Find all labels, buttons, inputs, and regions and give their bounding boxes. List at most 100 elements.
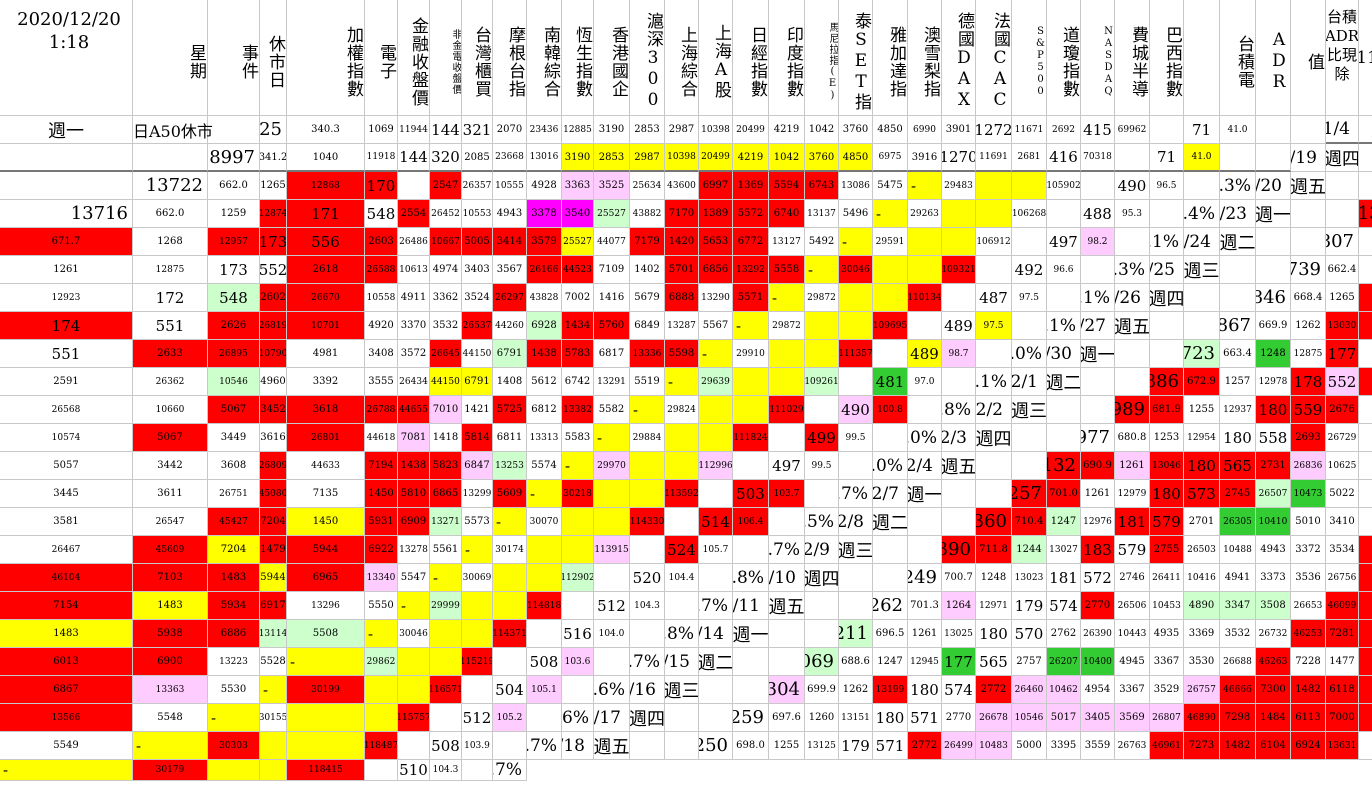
cell-value[interactable] [1081, 256, 1115, 284]
cell-taiex[interactable]: 14069 [805, 648, 839, 676]
cell-non-fin-elec[interactable]: 12945 [908, 648, 942, 676]
cell-tsmc[interactable]: 489 [942, 312, 976, 340]
cell-manila[interactable]: 7170 [665, 200, 699, 228]
cell-nikkei[interactable]: 26757 [1184, 676, 1220, 704]
cell-dow[interactable]: 30218 [562, 480, 594, 508]
cell-non-fin-elec[interactable]: 13046 [1150, 452, 1184, 480]
cell-otc[interactable]: 172 [133, 284, 208, 312]
cell-india[interactable]: 45609 [133, 536, 208, 564]
cell-kospi[interactable]: 2755 [1150, 536, 1184, 564]
cell-hsi[interactable]: 26895 [208, 340, 260, 368]
cell-non-fin-elec[interactable]: 12971 [976, 592, 1012, 620]
cell-manila[interactable]: 7300 [1256, 676, 1291, 704]
cell-otc[interactable]: 179 [1012, 592, 1047, 620]
cell-hsi[interactable]: 26486 [398, 228, 430, 256]
cell-dow[interactable]: 30046 [398, 620, 430, 648]
row-weekday[interactable]: 週四 [976, 424, 1012, 452]
cell-shanghai-a[interactable]: 3569 [1115, 704, 1150, 732]
cell-adr[interactable]: 104.3 [630, 592, 665, 620]
cell-taiex[interactable]: 14360 [976, 508, 1012, 536]
cell-adr[interactable]: 96.5 [1150, 172, 1184, 200]
header-tsmc-adr-ratio[interactable]: 台積ADR比現除 [1326, 0, 1359, 116]
cell-kospi[interactable]: 2693 [1291, 424, 1326, 452]
cell-sox[interactable]: 415 [1081, 116, 1115, 144]
cell-brazil[interactable]: 109321 [942, 256, 976, 284]
cell-empty[interactable] [430, 704, 462, 732]
cell-otc[interactable]: 173 [260, 228, 287, 256]
cell-thai-set[interactable]: 1450 [287, 508, 365, 536]
cell-taiex[interactable]: 13867 [1220, 312, 1256, 340]
row-date[interactable]: 2020/12/14 [699, 620, 733, 648]
cell-electronics[interactable]: 697.6 [769, 704, 805, 732]
cell-hscei[interactable]: 10701 [287, 312, 365, 340]
cell-msci-tw[interactable]: 552 [1326, 368, 1359, 396]
cell-taiex[interactable]: 13846 [1256, 284, 1291, 312]
cell-india[interactable]: 45427 [208, 508, 260, 536]
row-holiday[interactable] [1291, 228, 1326, 256]
cell-taiex[interactable]: 8997 [208, 144, 260, 172]
row-weekday[interactable]: 週二 [1047, 368, 1081, 396]
cell-brazil[interactable]: 113915 [594, 536, 630, 564]
cell-dax[interactable]: 13271 [430, 508, 462, 536]
cell-electronics[interactable]: 668.4 [1291, 284, 1326, 312]
cell-electronics[interactable]: 688.6 [839, 648, 873, 676]
cell-empty[interactable] [805, 396, 839, 424]
cell-electronics[interactable]: 710.4 [1012, 508, 1047, 536]
cell-dow[interactable]: 30155 [260, 704, 287, 732]
row-event[interactable] [976, 452, 1012, 480]
cell-cac[interactable]: 5571 [733, 284, 769, 312]
row-date[interactable]: 2020/12/2 [976, 396, 1012, 424]
cell-brazil[interactable]: 69962 [1115, 116, 1150, 144]
cell-otc[interactable]: 183 [1081, 536, 1115, 564]
cell-hsi[interactable]: 26499 [942, 732, 976, 760]
cell-adr[interactable]: 103.9 [462, 732, 493, 760]
cell-otc[interactable]: 177 [942, 648, 976, 676]
cell-kospi[interactable]: 2757 [1012, 648, 1047, 676]
cell-finance[interactable]: 1260 [805, 704, 839, 732]
cell-dow[interactable]: 29862 [365, 648, 398, 676]
cell-hsi[interactable]: 26819 [260, 312, 287, 340]
header-manila[interactable]: 馬尼拉指(E) [805, 0, 839, 116]
cell-india[interactable]: 20499 [699, 144, 733, 172]
cell-sp500[interactable]: - [260, 676, 287, 704]
cell-dax[interactable]: 13223 [208, 648, 260, 676]
cell-dow[interactable]: 29970 [594, 452, 630, 480]
cell-nasdaq[interactable] [769, 340, 805, 368]
cell-dow[interactable]: 29263 [908, 200, 942, 228]
cell-jakarta[interactable]: 5701 [665, 256, 699, 284]
cell-asx[interactable]: 6772 [733, 228, 769, 256]
cell-jakarta[interactable]: 5783 [562, 340, 594, 368]
cell-thai-set[interactable]: 1389 [699, 200, 733, 228]
cell-finance[interactable]: 1255 [769, 732, 805, 760]
cell-jakarta[interactable]: 5725 [493, 396, 527, 424]
cell-dax[interactable]: 13114 [260, 620, 287, 648]
cell-otc[interactable]: 144 [430, 116, 462, 144]
cell-thai-set[interactable]: 1369 [733, 172, 769, 200]
row-weekday[interactable]: 週四 [805, 564, 839, 592]
row-weekday[interactable]: 週三 [1184, 256, 1220, 284]
cell-dax[interactable]: 13566 [0, 704, 133, 732]
row-date[interactable]: 2020/12/8 [839, 508, 873, 536]
cell-manila[interactable]: 7002 [562, 284, 594, 312]
cell-jakarta[interactable]: 5594 [769, 172, 805, 200]
row-holiday[interactable] [769, 648, 805, 676]
cell-empty[interactable] [873, 340, 908, 368]
cell-cac[interactable]: 5492 [805, 228, 839, 256]
cell-hscei[interactable]: 10443 [1115, 620, 1150, 648]
cell-value[interactable] [527, 704, 562, 732]
header-csi300[interactable]: 滬深300 [630, 0, 665, 116]
cell-nikkei[interactable]: 26653 [1291, 592, 1326, 620]
row-date[interactable]: 2020/11/25 [1150, 256, 1184, 284]
cell-empty[interactable] [1081, 172, 1115, 200]
cell-empty[interactable] [462, 676, 493, 704]
cell-nikkei[interactable]: 26547 [133, 508, 208, 536]
cell-taiex[interactable]: 13878 [1359, 200, 1372, 228]
row-holiday[interactable] [1359, 172, 1372, 200]
cell-india[interactable]: 46961 [1150, 732, 1184, 760]
cell-dow[interactable]: 30069 [462, 564, 493, 592]
cell-india[interactable]: 46253 [1291, 620, 1326, 648]
cell-india[interactable]: 45960 [1359, 564, 1372, 592]
cell-shanghai[interactable]: 3372 [1291, 536, 1326, 564]
cell-sp500[interactable]: - [527, 480, 562, 508]
cell-hscei[interactable]: 12885 [562, 116, 594, 144]
